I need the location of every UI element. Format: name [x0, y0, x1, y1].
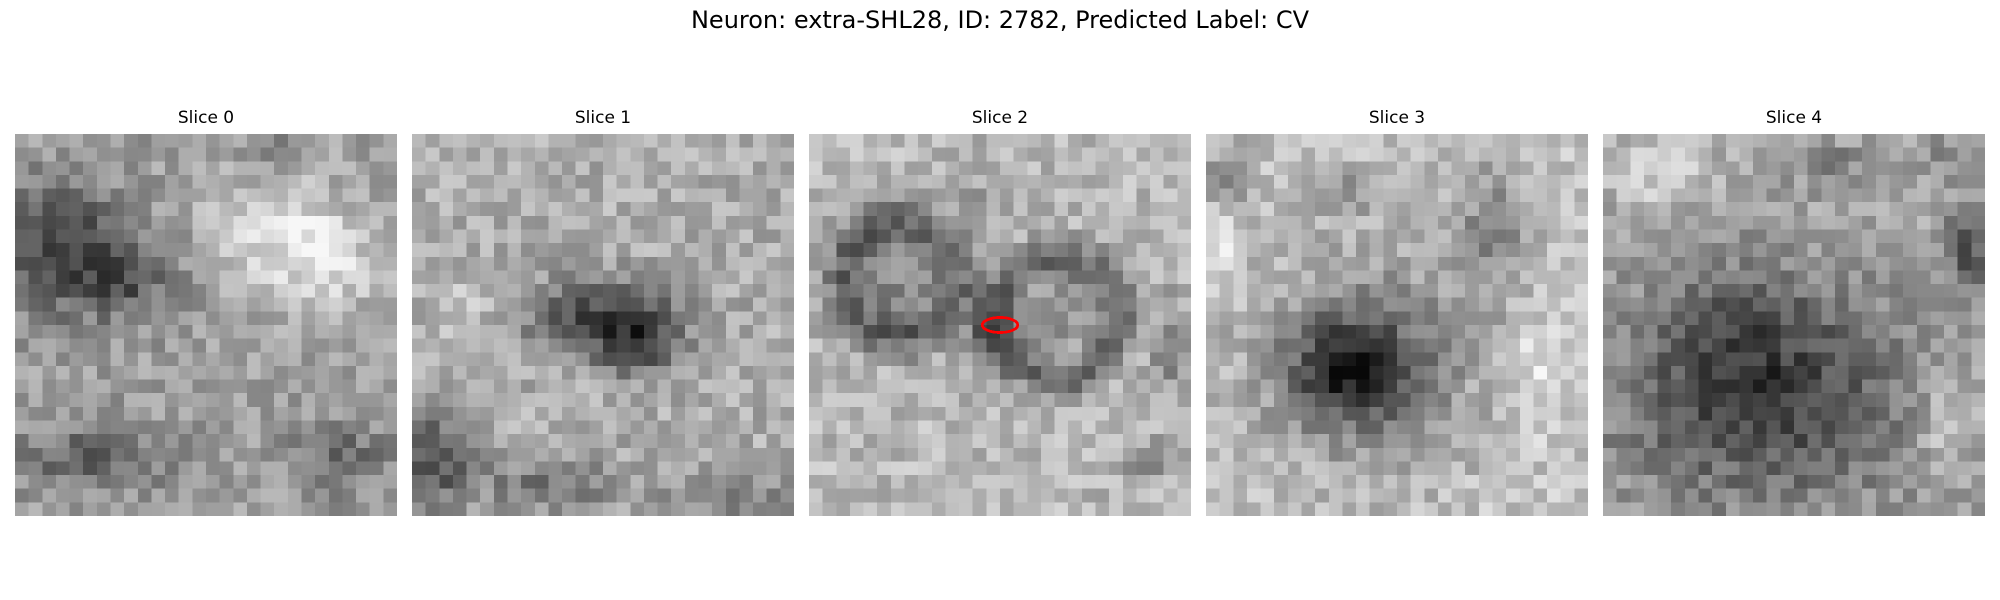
red-marker-ellipse [980, 316, 1020, 334]
slice-panel-2: Slice 2 [809, 108, 1191, 516]
slice-panel-4: Slice 4 [1603, 108, 1985, 516]
slice-image-1 [412, 134, 794, 516]
slice-panel-0: Slice 0 [15, 108, 397, 516]
figure-title: Neuron: extra-SHL28, ID: 2782, Predicted… [690, 6, 1310, 34]
slice-panel-1: Slice 1 [412, 108, 794, 516]
slice-title: Slice 3 [1368, 108, 1426, 128]
slice-title: Slice 1 [574, 108, 632, 128]
slice-pixel-grid [1206, 134, 1588, 516]
slice-image-2 [809, 134, 1191, 516]
slice-pixel-grid [15, 134, 397, 516]
slice-title: Slice 2 [971, 108, 1029, 128]
slice-title: Slice 0 [177, 108, 235, 128]
slice-pixel-grid [1603, 134, 1985, 516]
slice-pixel-grid [809, 134, 1191, 516]
slice-image-0 [15, 134, 397, 516]
slice-image-3 [1206, 134, 1588, 516]
slice-image-4 [1603, 134, 1985, 516]
slice-panel-3: Slice 3 [1206, 108, 1588, 516]
slice-title: Slice 4 [1765, 108, 1823, 128]
slice-pixel-grid [412, 134, 794, 516]
